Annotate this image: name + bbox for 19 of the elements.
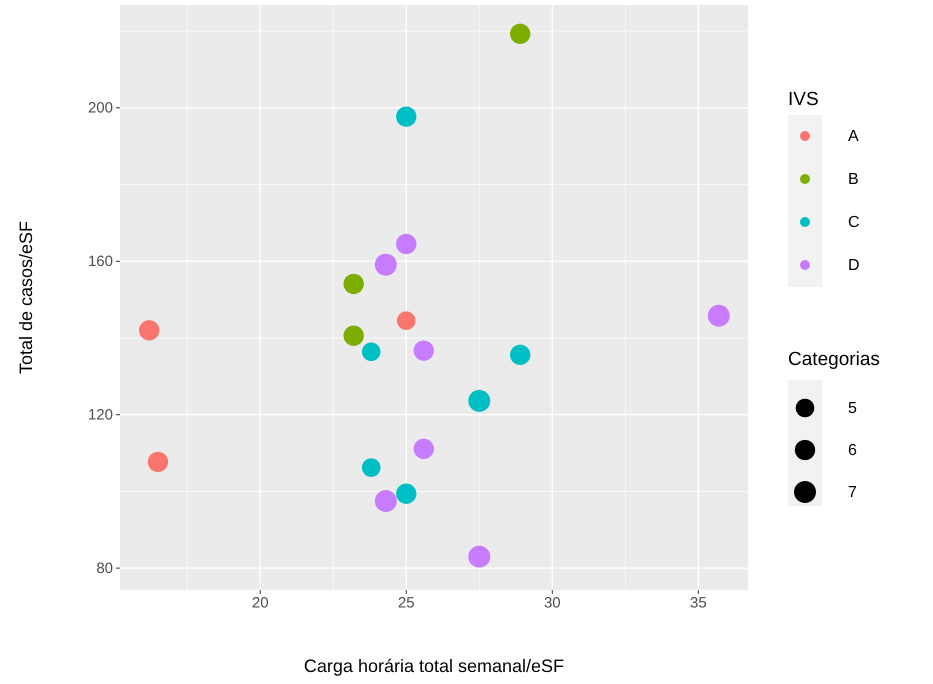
y-tick-label: 120 <box>88 406 113 424</box>
legend-label: 5 <box>848 400 857 417</box>
y-axis-title: Total de casos/eSF <box>16 220 36 374</box>
legend-label: D <box>848 257 860 274</box>
x-axis-title: Carga horária total semanal/eSF <box>304 656 564 676</box>
legend-label: C <box>848 214 860 231</box>
x-tick-label: 25 <box>398 594 415 612</box>
y-tick-label: 200 <box>88 100 113 117</box>
x-tick-label: 30 <box>544 594 561 612</box>
legend-label: A <box>848 128 859 145</box>
legend-title: IVS <box>788 89 819 110</box>
y-tick-label: 160 <box>88 253 113 270</box>
x-tick-label: 35 <box>690 594 707 612</box>
legend-label: 7 <box>848 484 857 501</box>
y-tick-label: 80 <box>96 560 113 577</box>
legend-label: B <box>848 171 859 188</box>
x-tick-label: 20 <box>252 594 269 612</box>
text: Categorias <box>788 349 880 370</box>
legend-label: 6 <box>848 442 857 459</box>
